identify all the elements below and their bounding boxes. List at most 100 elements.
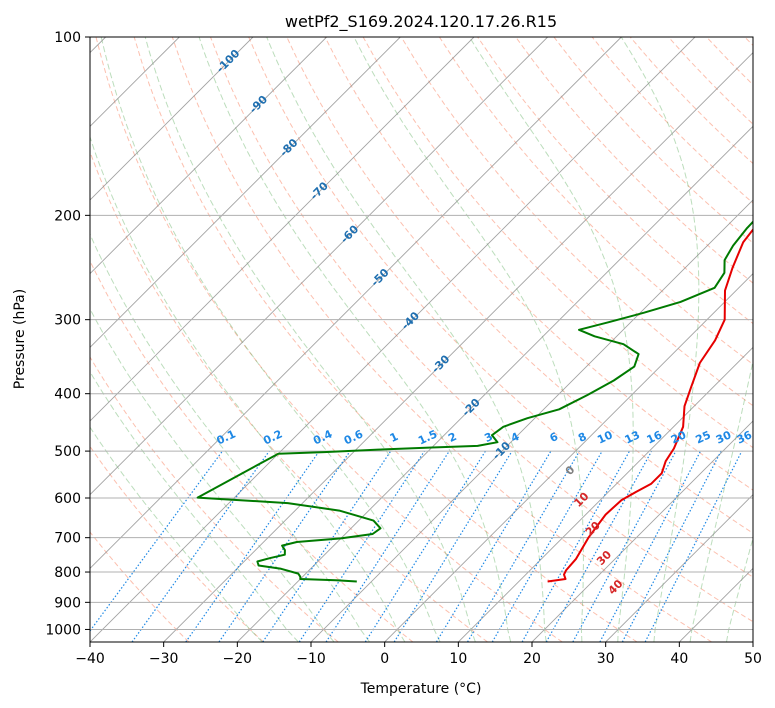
mixing-ratio-label: 0.4	[311, 427, 334, 447]
isotherm-line	[310, 199, 753, 642]
isotherm-label: -50	[368, 266, 391, 289]
y-axis-ticks: 100 200 300 400 500 600 700 800 900 1000	[45, 30, 90, 638]
moist-adiabat-line	[763, 37, 775, 642]
grid-lines	[90, 37, 753, 630]
y-tick-label: 600	[54, 491, 81, 507]
mixing-ratio-line	[131, 450, 270, 642]
y-axis-title: Pressure (hPa)	[12, 289, 28, 389]
mixing-ratio-label: 13	[623, 428, 642, 446]
isotherm-line	[163, 52, 753, 642]
moist-adiabat-line	[353, 37, 584, 642]
dry-adiabat-line	[362, 37, 753, 449]
isotherm-label: -60	[338, 222, 361, 245]
moist-adiabat-line	[689, 358, 753, 642]
dry-adiabat-line	[95, 37, 563, 642]
mixing-ratio-label: 36	[735, 428, 755, 446]
dry-adiabat-line	[90, 150, 488, 642]
moist-adiabat-line	[100, 37, 441, 642]
x-axis-ticks: −40 −30 −20 −10 0 10 20 30 40 50	[75, 642, 762, 667]
y-tick-label: 100	[54, 30, 81, 46]
isotherm-line	[752, 641, 753, 642]
y-tick-label: 400	[54, 387, 81, 403]
y-tick-label: 1000	[45, 622, 81, 638]
dry-adiabat-line	[210, 37, 753, 623]
x-axis-title: Temperature (°C)	[360, 681, 482, 697]
moist-adiabat-line	[90, 135, 406, 642]
dry-adiabat-line	[90, 531, 190, 642]
dewpoint-profile-line	[196, 220, 753, 583]
isotherm-label: -100	[214, 47, 243, 76]
dry-adiabat-line	[90, 259, 414, 642]
x-tick-label: 10	[449, 651, 467, 667]
y-tick-label: 200	[54, 208, 81, 224]
y-tick-label: 300	[54, 313, 81, 329]
mixing-ratio-label: 0.1	[215, 427, 238, 447]
x-tick-label: −10	[296, 651, 326, 667]
mixing-ratio-label: 25	[693, 428, 712, 446]
isotherm-label: -90	[247, 93, 270, 116]
mixing-ratio-line	[298, 450, 425, 642]
dry-adiabat-line	[324, 37, 753, 491]
mixing-ratio-line	[393, 450, 513, 642]
moist-adiabat-line	[266, 37, 547, 642]
isotherm-line	[90, 37, 548, 496]
mixing-ratio-line	[90, 450, 223, 632]
dry-adiabat-line	[477, 37, 753, 325]
mixing-ratio-label: 20	[669, 428, 689, 446]
isotherm-label: -30	[429, 352, 452, 375]
moist-adiabat-line	[726, 536, 753, 642]
mixing-ratio-label: 10	[595, 428, 615, 446]
mixing-ratio-line	[621, 450, 722, 642]
mixing-ratio-line	[644, 450, 743, 642]
x-tick-label: 50	[744, 651, 762, 667]
isoline-labels: -100-90-80-70-60-50-40-30-20-100.1 0.2 0.4…	[214, 47, 755, 598]
dry-adiabat-line	[171, 37, 712, 642]
isotherm-label: -80	[277, 136, 300, 159]
moist-adiabat-line	[144, 37, 476, 642]
moist-adiabat-line	[198, 37, 512, 642]
moist-adiabat-line	[620, 37, 700, 642]
mixing-ratio-label: 6	[548, 430, 561, 445]
isotherm-line	[605, 494, 753, 642]
mixing-ratio-line	[521, 450, 631, 642]
mixing-ratio-label: 1.5	[416, 427, 439, 447]
mixing-ratio-line	[572, 450, 677, 642]
y-tick-label: 800	[54, 565, 81, 581]
mixing-ratio-line	[545, 450, 653, 642]
mixing-ratio-label: 2	[446, 430, 458, 445]
x-tick-label: 30	[597, 651, 615, 667]
isotherm-line	[90, 37, 254, 201]
isotherm-label: -20	[460, 396, 483, 419]
dry-adiabat-line	[133, 37, 638, 642]
x-tick-label: −40	[75, 651, 105, 667]
isotherm-line	[384, 273, 753, 642]
x-tick-label: 0	[380, 651, 389, 667]
mixing-ratio-line	[599, 450, 702, 642]
isotherm-line	[679, 567, 753, 642]
mixing-ratio-line	[325, 450, 450, 642]
y-tick-label: 900	[54, 595, 81, 611]
mixing-ratio-line	[218, 450, 351, 642]
isotherm-line	[90, 37, 475, 422]
moist-adiabat-label: 10	[571, 489, 591, 509]
isotherm-line	[90, 37, 327, 275]
chart-title: wetPf2_S169.2024.120.17.26.R15	[285, 12, 557, 32]
isotherm-label: -40	[399, 309, 422, 332]
dry-adiabat-line	[515, 37, 753, 284]
dry-adiabat-line	[591, 37, 753, 204]
isotherm-line	[90, 37, 622, 569]
dry-adiabat-line	[90, 445, 264, 642]
mixing-ratio-label: 0.2	[261, 427, 284, 447]
x-tick-label: −30	[149, 651, 179, 667]
x-tick-label: 40	[670, 651, 688, 667]
mixing-ratio-label: 30	[714, 428, 734, 446]
mixing-ratio-line	[185, 450, 320, 642]
isotherm-line	[458, 346, 753, 642]
mixing-ratio-line	[364, 450, 486, 642]
isotherm-line	[90, 37, 401, 348]
moist-adiabat-line	[90, 308, 335, 642]
dry-adiabat-line	[706, 37, 753, 86]
dry-adiabat-line	[553, 37, 753, 244]
mixing-ratio-label: 16	[645, 428, 665, 446]
